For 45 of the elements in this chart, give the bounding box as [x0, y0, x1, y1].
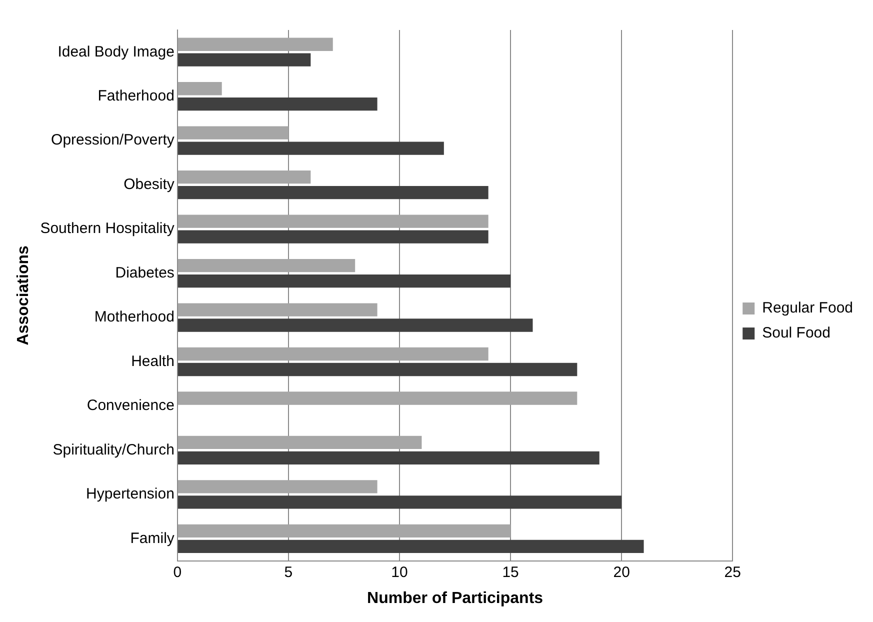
bar: [178, 303, 378, 316]
y-tick-label: Obesity: [124, 176, 175, 193]
y-tick-label: Opression/Poverty: [51, 132, 175, 149]
legend-label: Soul Food: [762, 324, 831, 342]
bar: [178, 496, 622, 509]
x-tick-label: 0: [173, 564, 182, 581]
bar: [178, 524, 511, 538]
bar: [178, 142, 444, 155]
y-tick-label: Southern Hospitality: [40, 220, 175, 238]
x-tick-label: 20: [613, 564, 630, 581]
bar: [178, 98, 378, 111]
y-tick-label: Motherhood: [94, 308, 174, 326]
y-tick-label: Family: [130, 530, 175, 547]
y-tick-label: Spirituality/Church: [52, 441, 174, 458]
bar: [178, 392, 578, 405]
y-tick-label: Ideal Body Image: [58, 43, 174, 60]
bar: [178, 540, 644, 554]
y-tick-label: Hypertension: [86, 486, 174, 503]
bar: [178, 347, 488, 361]
x-tick-label: 25: [724, 564, 741, 581]
bar: [178, 451, 600, 465]
bar: [178, 186, 488, 200]
y-tick-label: Health: [131, 352, 174, 370]
bar: [178, 274, 511, 288]
bar: [178, 214, 488, 228]
bar: [178, 480, 378, 494]
bar: [178, 53, 311, 66]
x-tick-label: 5: [284, 564, 293, 581]
x-axis-title: Number of Participants: [367, 590, 544, 607]
y-tick-label: Diabetes: [115, 264, 174, 282]
bar: [178, 126, 288, 140]
bar: [178, 318, 533, 332]
bar: [178, 230, 488, 244]
bar: [178, 258, 356, 272]
x-tick-label: 10: [391, 564, 408, 581]
bar: [178, 436, 422, 450]
y-tick-label: Fatherhood: [98, 87, 174, 104]
bar: [178, 38, 333, 51]
bar: [178, 82, 222, 96]
legend-label: Regular Food: [762, 300, 854, 317]
bar: [178, 170, 311, 184]
y-axis-title: Associations: [15, 246, 32, 346]
x-tick-label: 15: [502, 564, 519, 581]
bar: [178, 362, 578, 376]
y-tick-label: Convenience: [86, 397, 174, 414]
